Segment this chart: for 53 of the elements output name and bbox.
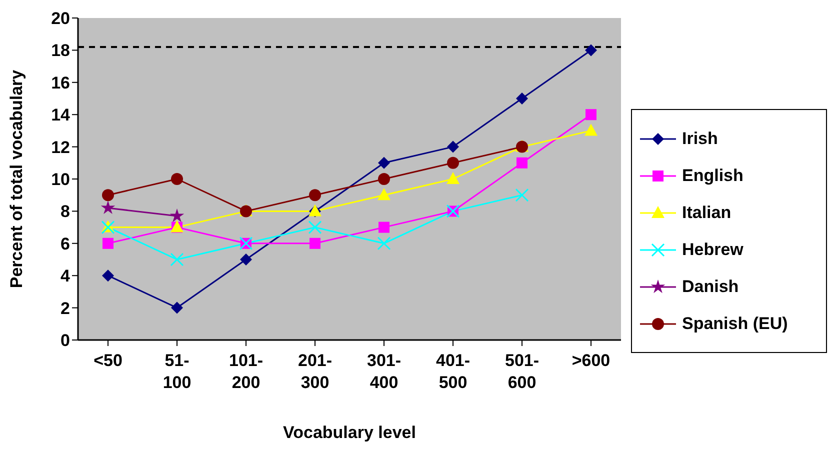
point [171, 302, 183, 314]
legend-label: Spanish (EU) [682, 314, 788, 334]
point [102, 270, 114, 282]
point [378, 156, 390, 169]
y-axis-title: Percent of total vocabulary [7, 69, 26, 288]
y-tick-label: 20 [51, 9, 70, 28]
point [102, 238, 114, 249]
y-tick-label: 4 [60, 266, 71, 286]
x-tick-label: 201-300 [298, 351, 332, 392]
point [516, 92, 528, 104]
y-tick-label: 18 [51, 41, 70, 60]
legend-label: Italian [682, 202, 732, 222]
y-tick-label: 16 [51, 73, 70, 92]
x-tick-label: <50 [94, 351, 122, 370]
x-tick-label: >600 [572, 351, 610, 370]
y-tick-label: 0 [60, 331, 70, 350]
legend-label: Danish [682, 276, 739, 296]
point [102, 189, 114, 202]
legend-label: Irish [682, 128, 718, 148]
point [170, 252, 184, 266]
y-tick-label: 10 [51, 170, 70, 190]
point [446, 172, 460, 184]
x-tick-label: 51-100 [162, 351, 192, 392]
x-tick-label: 501-600 [504, 351, 540, 392]
y-tick-label: 12 [51, 138, 70, 157]
x-tick-label: 101-200 [228, 351, 264, 392]
x-tick-label: 401-500 [436, 351, 470, 392]
y-tick-label: 6 [60, 234, 70, 254]
point [378, 173, 390, 185]
point [378, 222, 390, 233]
point [171, 173, 183, 185]
point [515, 188, 529, 202]
point [170, 208, 184, 222]
point [100, 200, 116, 214]
point [584, 124, 598, 136]
x-tick-label: 301-400 [366, 351, 402, 392]
point [586, 109, 596, 120]
point [447, 156, 459, 169]
point [240, 254, 252, 266]
point [309, 189, 321, 202]
y-tick-label: 8 [60, 202, 70, 222]
x-axis-title: Vocabulary level [283, 423, 416, 442]
point [516, 157, 528, 168]
legend-label: English [682, 166, 744, 186]
point [585, 44, 597, 56]
point [378, 188, 390, 200]
legend-label: Hebrew [682, 240, 744, 260]
point [308, 220, 322, 234]
point [310, 238, 320, 249]
point [447, 140, 459, 153]
y-tick-label: 14 [51, 106, 71, 125]
point [377, 236, 391, 250]
y-tick-label: 2 [60, 298, 70, 318]
